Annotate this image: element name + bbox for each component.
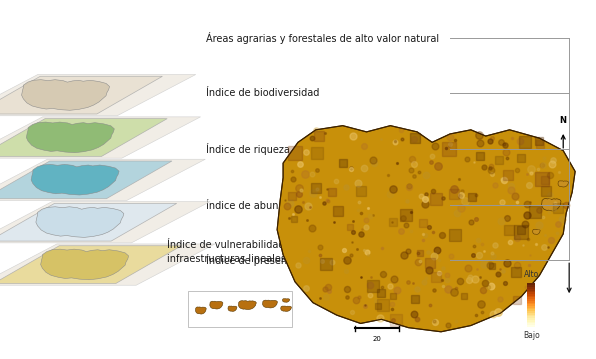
Bar <box>527 325 535 327</box>
Polygon shape <box>0 118 167 157</box>
Polygon shape <box>41 249 129 280</box>
Text: Índice de riqueza de especies objetivo: Índice de riqueza de especies objetivo <box>206 143 393 155</box>
Polygon shape <box>0 117 200 158</box>
Text: Alto: Alto <box>524 270 539 279</box>
Polygon shape <box>36 207 124 237</box>
Polygon shape <box>210 301 223 309</box>
Bar <box>527 295 535 298</box>
Bar <box>527 321 535 323</box>
Polygon shape <box>26 122 114 153</box>
Polygon shape <box>0 75 195 116</box>
Text: Áreas agrarias y forestales de alto valor natural: Áreas agrarias y forestales de alto valo… <box>206 32 439 44</box>
Polygon shape <box>0 246 181 284</box>
Polygon shape <box>0 202 210 243</box>
Polygon shape <box>281 306 291 311</box>
Polygon shape <box>542 199 561 211</box>
Polygon shape <box>533 229 540 234</box>
Polygon shape <box>0 76 162 114</box>
Bar <box>527 299 535 301</box>
Bar <box>527 289 535 290</box>
Bar <box>527 304 535 306</box>
Text: Índice de presencia de áreas naturales protegidas: Índice de presencia de áreas naturales p… <box>206 254 451 266</box>
Bar <box>527 292 535 294</box>
Polygon shape <box>21 80 110 110</box>
Bar <box>527 313 535 314</box>
Bar <box>527 318 535 320</box>
Bar <box>527 290 535 292</box>
Bar <box>527 302 535 304</box>
Bar <box>527 287 535 289</box>
Bar <box>527 314 535 316</box>
Bar <box>188 291 292 327</box>
Bar <box>527 316 535 318</box>
Bar <box>527 300 535 303</box>
Bar <box>527 307 535 309</box>
Polygon shape <box>0 161 172 199</box>
Bar <box>527 283 535 285</box>
Polygon shape <box>558 181 569 187</box>
Text: Bajo: Bajo <box>523 331 540 340</box>
Bar <box>527 309 535 311</box>
Bar <box>527 311 535 313</box>
Polygon shape <box>0 203 176 241</box>
Polygon shape <box>195 307 206 314</box>
Bar <box>527 323 535 325</box>
Text: 20: 20 <box>372 336 381 342</box>
Text: Índice de vulnerabilidad biológica a las
infraestructuras lineales de transporte: Índice de vulnerabilidad biológica a las… <box>167 238 358 264</box>
Polygon shape <box>31 164 119 195</box>
Bar <box>527 320 535 322</box>
Polygon shape <box>283 299 290 302</box>
Polygon shape <box>238 301 256 309</box>
Bar <box>527 306 535 308</box>
Polygon shape <box>228 306 237 311</box>
Bar <box>527 294 535 296</box>
Polygon shape <box>262 300 277 308</box>
Text: Índice de abundancia de ríos y humedales: Índice de abundancia de ríos y humedales <box>206 199 413 211</box>
Text: N: N <box>560 116 567 125</box>
Polygon shape <box>0 244 215 285</box>
Polygon shape <box>277 126 575 332</box>
Polygon shape <box>0 159 205 200</box>
Text: Índice de biodiversidad: Índice de biodiversidad <box>206 88 319 98</box>
Bar <box>527 297 535 299</box>
Bar <box>527 285 535 287</box>
